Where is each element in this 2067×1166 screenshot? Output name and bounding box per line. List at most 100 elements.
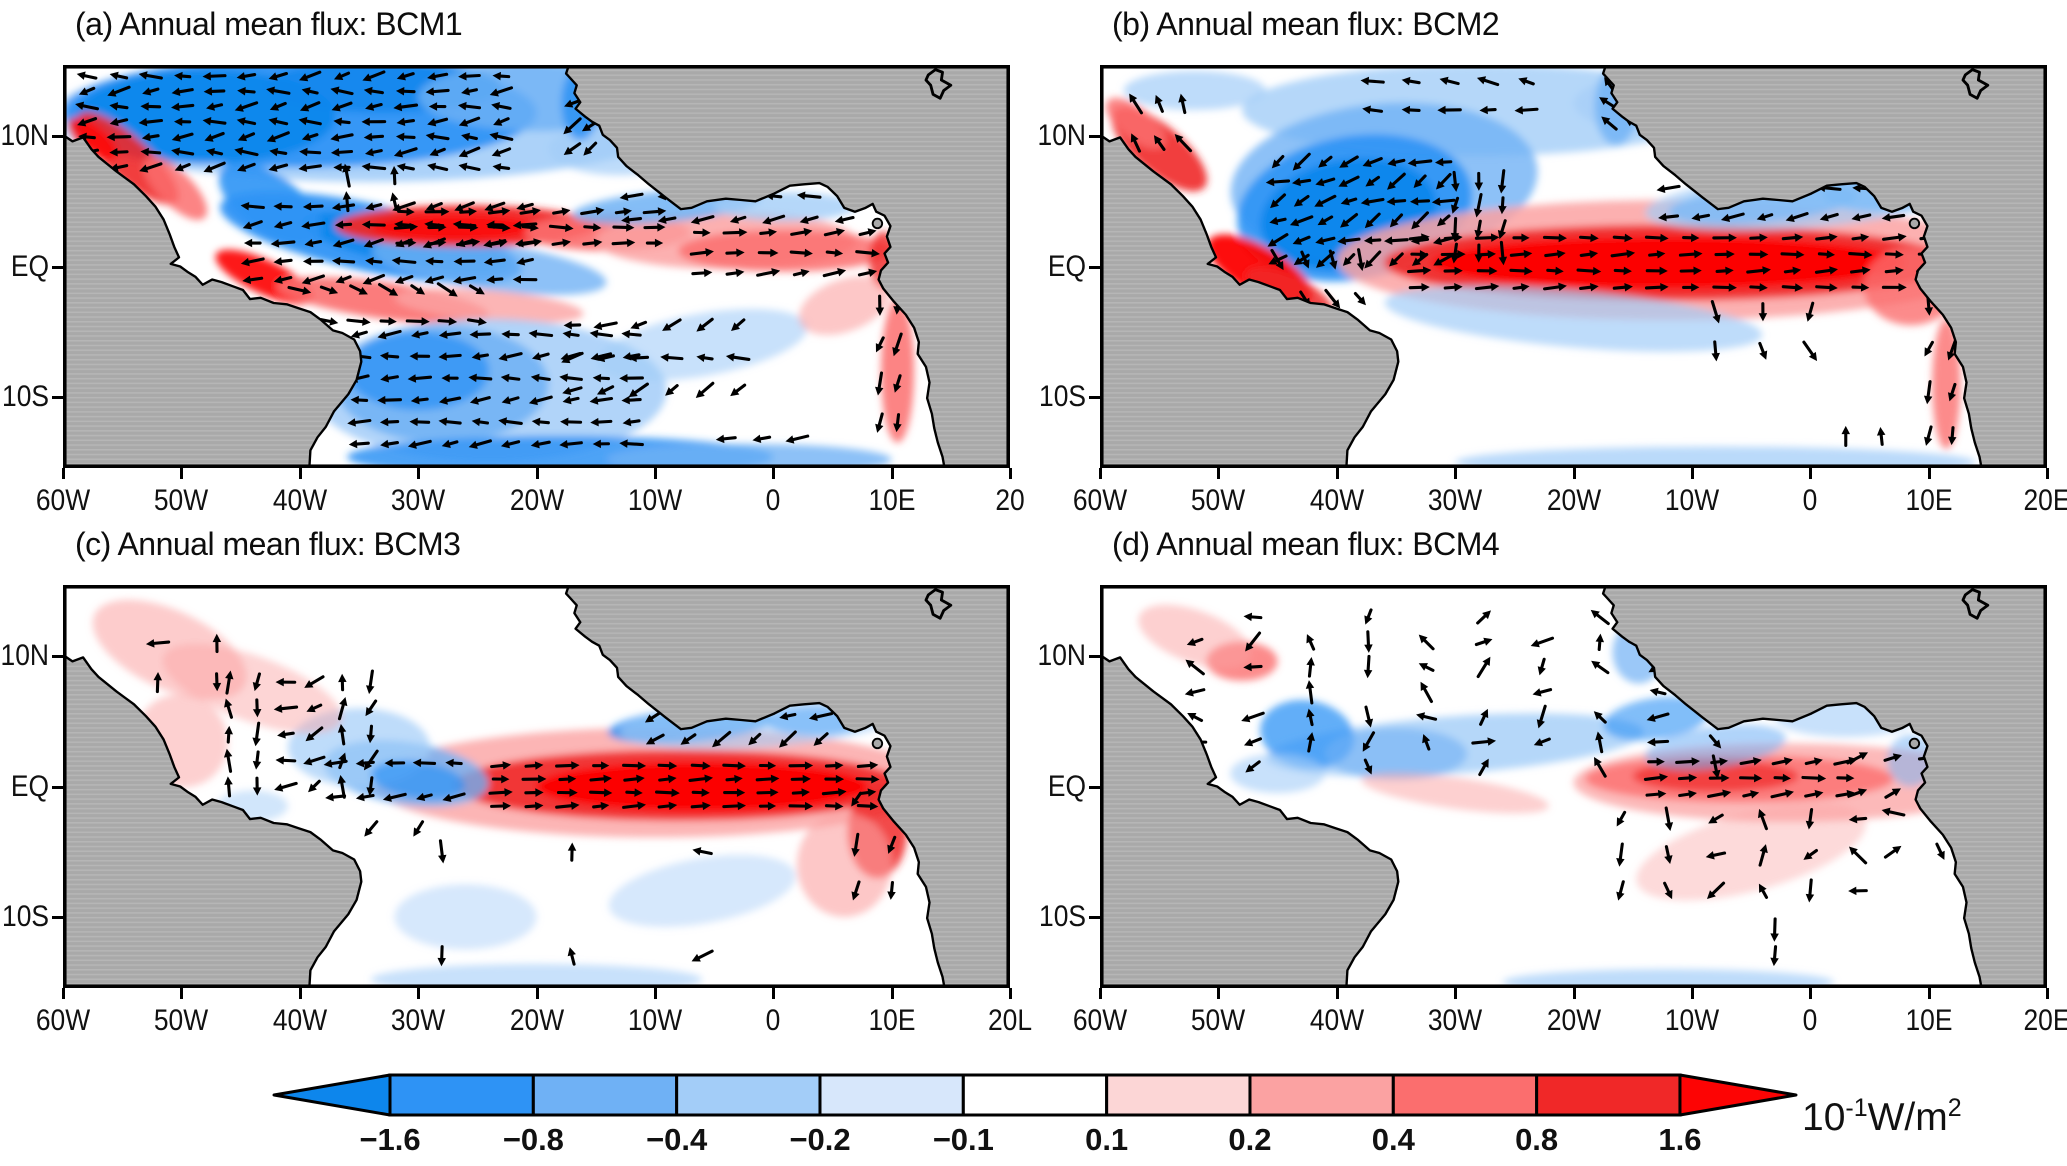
x-axis-tick (1335, 468, 1339, 479)
x-tick-label-20W: 20W (509, 1004, 564, 1037)
x-axis-tick (535, 988, 539, 999)
colorbar-unit-label: 10-1W/m2 (1802, 1094, 1962, 1139)
x-tick-label-0: 0 (1802, 1004, 1818, 1037)
bioko-island (871, 217, 884, 230)
colorbar-canvas (272, 1073, 1798, 1117)
lake-chad-outline (1961, 68, 1990, 100)
africa-landmass (564, 585, 1010, 988)
x-tick-label-50W: 50W (154, 1004, 209, 1037)
x-tick-label-0: 0 (765, 484, 781, 517)
x-tick-label-0: 0 (765, 1004, 781, 1037)
y-tick-label-EQ: EQ (10, 769, 49, 803)
y-tick-label-EQ: EQ (1047, 769, 1086, 803)
x-axis-tick (1927, 988, 1931, 999)
x-axis-tick (890, 468, 894, 479)
colorbar-tick-label-−1.6: −1.6 (359, 1122, 421, 1157)
x-axis-tick (180, 988, 184, 999)
colorbar-tick-label-0.8: 0.8 (1515, 1122, 1559, 1157)
x-tick-label-10E: 10E (868, 484, 916, 517)
x-tick-label-30W: 30W (390, 1004, 446, 1037)
x-tick-label-40W: 40W (272, 484, 327, 517)
map-canvas-c (63, 585, 1010, 988)
y-axis-tick (52, 785, 63, 789)
x-axis-tick (1690, 988, 1694, 999)
y-axis-tick (1089, 785, 1100, 789)
bioko-island (871, 737, 884, 750)
map-canvas-d (1100, 585, 2047, 988)
x-tick-label-10W: 10W (1664, 1004, 1720, 1037)
y-tick-label-10S: 10S (2, 899, 49, 933)
panel-a-title: (a) Annual mean flux: BCM1 (75, 6, 463, 42)
south-america-landmass (1100, 653, 1400, 988)
y-axis-tick (52, 655, 63, 659)
x-tick-label-40W: 40W (1309, 484, 1364, 517)
colorbar-tick-label-0.2: 0.2 (1228, 1122, 1272, 1157)
x-tick-label-60W: 60W (1072, 1004, 1128, 1037)
x-axis-tick (1335, 988, 1339, 999)
x-axis-tick (772, 988, 776, 999)
x-axis-tick (1099, 468, 1102, 479)
lake-chad-outline (1961, 588, 1990, 620)
x-tick-label-60W: 60W (35, 484, 91, 517)
x-tick-label-50W: 50W (154, 484, 209, 517)
x-axis-tick (298, 988, 302, 999)
flux-vector-arrows (75, 70, 903, 449)
south-america-landmass (1100, 133, 1400, 468)
x-tick-label-30W: 30W (1427, 484, 1483, 517)
y-axis-tick (1089, 655, 1100, 659)
land-layer (1100, 65, 2047, 468)
x-axis-tick (1454, 988, 1458, 999)
colorbar-tick-label-−0.8: −0.8 (502, 1122, 564, 1157)
africa-landmass (1601, 65, 2047, 468)
south-america-landmass (63, 133, 363, 468)
africa-landmass (564, 65, 1010, 468)
map-canvas-a (63, 65, 1010, 468)
y-tick-label-10S: 10S (1039, 899, 1086, 933)
colorbar-tick-label-−0.4: −0.4 (646, 1122, 708, 1157)
x-axis-tick (1217, 988, 1221, 999)
south-america-landmass (63, 653, 363, 988)
x-axis-tick (417, 988, 421, 999)
y-axis-tick (52, 135, 63, 139)
x-tick-label-30W: 30W (390, 484, 446, 517)
colorbar: −1.6 −0.8 −0.4 −0.2 −0.1 0.1 0.2 0.4 0.8 1.6 (270, 1072, 1800, 1166)
land-layer (63, 585, 1010, 988)
x-axis-tick (1454, 468, 1458, 479)
x-axis-tick (298, 468, 302, 479)
x-axis-tick (62, 468, 65, 479)
flux-shading-layer (1138, 604, 2000, 988)
x-tick-label-10W: 10W (627, 1004, 683, 1037)
x-tick-label-20W: 20W (1546, 1004, 1601, 1037)
land-layer (63, 65, 1010, 468)
panel-c: (c) Annual mean flux: BCM3 60W 50W 40W 30W 2… (1, 526, 1032, 1037)
panel-b-title: (b) Annual mean flux: BCM2 (1112, 6, 1500, 42)
y-tick-label-10S: 10S (1039, 379, 1086, 413)
x-axis-tick (1572, 468, 1576, 479)
x-tick-label-10E: 10E (1905, 1004, 1953, 1037)
y-tick-label-10N: 10N (1037, 639, 1086, 673)
x-tick-label-40W: 40W (1309, 1004, 1364, 1037)
x-tick-label-50W: 50W (1191, 484, 1246, 517)
y-axis-tick (1089, 265, 1100, 269)
bioko-island (1908, 737, 1921, 750)
lake-chad-outline (924, 68, 953, 100)
x-axis-tick (1099, 988, 1102, 999)
lake-chad-outline (924, 588, 953, 620)
colorbar-tick-label-−0.1: −0.1 (932, 1122, 994, 1157)
x-axis-tick (2046, 468, 2049, 479)
x-tick-label-10W: 10W (1664, 484, 1720, 517)
x-tick-label-60W: 60W (1072, 484, 1128, 517)
x-axis-tick (1009, 988, 1012, 999)
colorbar-tick-label-0.4: 0.4 (1371, 1122, 1415, 1157)
x-tick-label-20L: 20L (987, 1004, 1033, 1037)
y-axis-tick (1089, 395, 1100, 399)
colorbar-tick-label-0.1: 0.1 (1085, 1122, 1129, 1157)
x-tick-label-0: 0 (1802, 484, 1818, 517)
x-tick-label-60W: 60W (35, 1004, 91, 1037)
y-axis-tick (1089, 135, 1100, 139)
y-axis-tick (52, 395, 63, 399)
y-tick-label-EQ: EQ (1047, 249, 1086, 283)
x-axis-tick (772, 468, 776, 479)
x-tick-label-50W: 50W (1191, 1004, 1246, 1037)
